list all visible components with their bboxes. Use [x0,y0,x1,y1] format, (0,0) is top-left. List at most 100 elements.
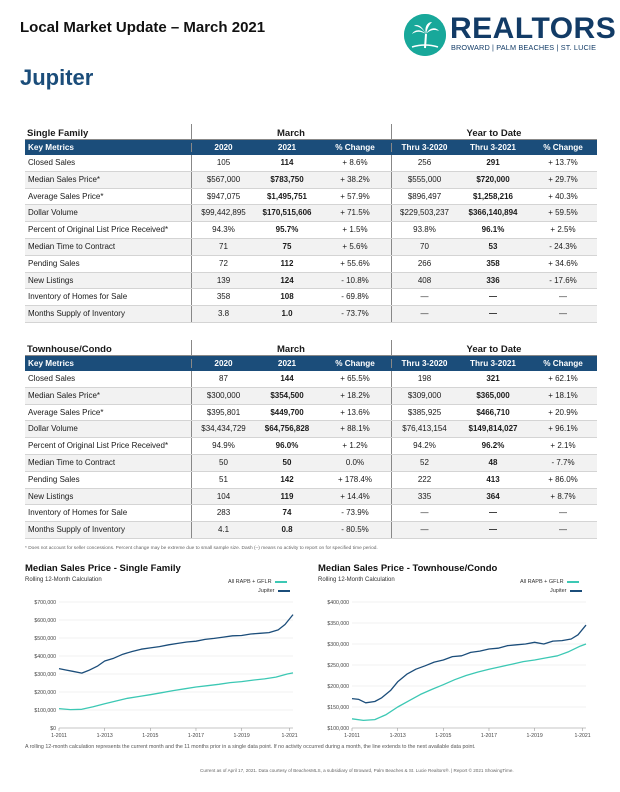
table-row: Closed Sales 105 114 + 8.6% 256 291 + 13.7% [25,155,597,172]
table-cell: 256 [391,155,457,171]
table-cell: $783,750 [270,174,304,184]
table-cell: + 14.4% [340,491,370,501]
column-divider [391,340,392,356]
x-tick-label: 1-2017 [188,733,204,739]
series-line-jupiter [58,614,294,674]
table-cell: — [489,309,497,319]
table-cell: 364 [486,491,500,501]
table-cell: + 59.5% [548,208,578,218]
table-cell: + 1.2% [342,441,368,451]
group-label-ytd: Year to Date [466,128,522,139]
table-cell: + 55.6% [340,258,370,268]
footnote: * Does not account for seller concession… [25,546,378,551]
metric-label: Average Sales Price* [28,407,104,417]
y-tick-label: $350,000 [327,621,349,627]
y-tick-label: $600,000 [34,618,56,624]
table-cell: 71 [191,238,255,255]
table-cell: 95.7% [275,225,299,235]
table-cell: — [559,292,567,302]
table-row: Months Supply of Inventory 3.8 1.0 - 73.7% —… [25,306,597,323]
table-cell: - 73.9% [341,508,369,518]
table-row: Percent of Original List Price Received*… [25,438,597,455]
table-cell: + 88.1% [340,424,370,434]
table-cell: 75 [282,241,292,251]
table-cell: 105 [191,155,255,171]
city-heading: Jupiter [20,65,94,90]
table-cell: 51 [191,471,255,488]
table-cell: 1.0 [281,309,293,319]
table-cell: $385,925 [391,404,457,421]
column-header: 2021 [277,143,297,152]
table-cell: + 18.1% [548,390,578,400]
x-tick-label: 1-2017 [481,733,497,739]
table-row: Closed Sales 87 144 + 65.5% 198 321 + 62.1% [25,371,597,388]
series-line-all-rapb-gflr [58,672,294,711]
table-cell: - 24.3% [549,241,577,251]
y-tick-label: $700,000 [34,600,56,606]
series-line-jupiter [351,624,587,704]
table-row: New Listings 104 119 + 14.4% 335 364 + 8.7% [25,488,597,506]
y-tick-label: $300,000 [34,672,56,678]
table-cell: $99,442,895 [191,205,255,222]
section-title: Townhouse/Condo [27,344,112,355]
metric-label: Average Sales Price* [28,191,104,201]
metric-label: Closed Sales [28,158,76,167]
y-tick-label: $200,000 [34,690,56,696]
table-row: Median Sales Price* $300,000 $354,500 + 18.… [25,387,597,405]
y-tick-label: $100,000 [34,708,56,714]
table-cell: + 20.9% [548,407,578,417]
table-row: Average Sales Price* $395,801 $449,700 + 13… [25,404,597,422]
table-cell: — [559,309,567,319]
x-tick-label: 1-2015 [142,733,158,739]
table-cell: 50 [282,457,292,467]
table-cell: 0.8 [281,525,293,535]
chart-subtitle-townhouse: Rolling 12-Month Calculation [318,577,395,583]
table-cell: $64,756,828 [264,424,310,434]
table-cell: 94.3% [191,222,255,238]
x-tick-label: 1-2013 [390,733,406,739]
table-cell: + 57.9% [340,191,370,201]
table-cell: 108 [280,292,294,302]
table-cell: + 65.5% [340,374,370,383]
table-cell: 112 [280,258,294,268]
y-tick-label: $0 [50,726,56,732]
column-header: 2020 [191,359,255,368]
table-cell: + 8.7% [550,491,576,501]
table-cell: 0.0% [345,457,365,467]
x-tick-label: 1-2011 [344,733,360,739]
table-cell: + 2.1% [550,441,576,451]
table-row: Inventory of Homes for Sale 283 74 - 73.9% —… [25,505,597,523]
y-tick-label: $100,000 [327,726,349,732]
table-cell: — [489,508,497,518]
y-tick-label: $500,000 [34,636,56,642]
group-label-march: March [277,344,305,355]
table-section-header: Townhouse/Condo March Year to Date [25,340,597,356]
table-cell: 3.8 [191,306,255,322]
table-cell: 222 [391,471,457,488]
table-cell: $466,710 [476,407,510,417]
table-cell: + 5.6% [342,241,368,251]
table-cell: 335 [391,488,457,505]
single-family-line-chart: $0 $100,000 $200,000 $300,000 $400,000 $500,0… [34,600,297,739]
table-cell: 87 [191,371,255,387]
table-cell: + 13.6% [340,407,370,417]
table-cell: 94.9% [191,438,255,454]
table-cell: 283 [191,505,255,522]
group-label-march: March [277,128,305,139]
table-cell: 198 [391,371,457,387]
townhouse-table: Townhouse/Condo March Year to Date Key Metr… [25,340,597,539]
table-cell: $449,700 [270,407,304,417]
table-cell: 74 [282,508,292,518]
table-cell: 52 [391,454,457,471]
table-cell: + 8.6% [342,158,368,167]
table-header-row: Key Metrics 2020 2021 % Change Thru 3-2020 Th… [25,356,597,371]
table-cell: $34,434,729 [191,421,255,438]
table-cell: $947,075 [191,188,255,205]
table-cell: - 69.8% [341,292,369,302]
table-cell: 96.0% [275,441,299,451]
column-header: Thru 3-2021 [470,143,516,152]
page-title: Local Market Update – March 2021 [20,19,266,36]
chart-title-single-family: Median Sales Price - Single Family [25,563,181,574]
table-cell: + 13.7% [548,158,578,167]
table-cell: 94.2% [391,438,457,454]
